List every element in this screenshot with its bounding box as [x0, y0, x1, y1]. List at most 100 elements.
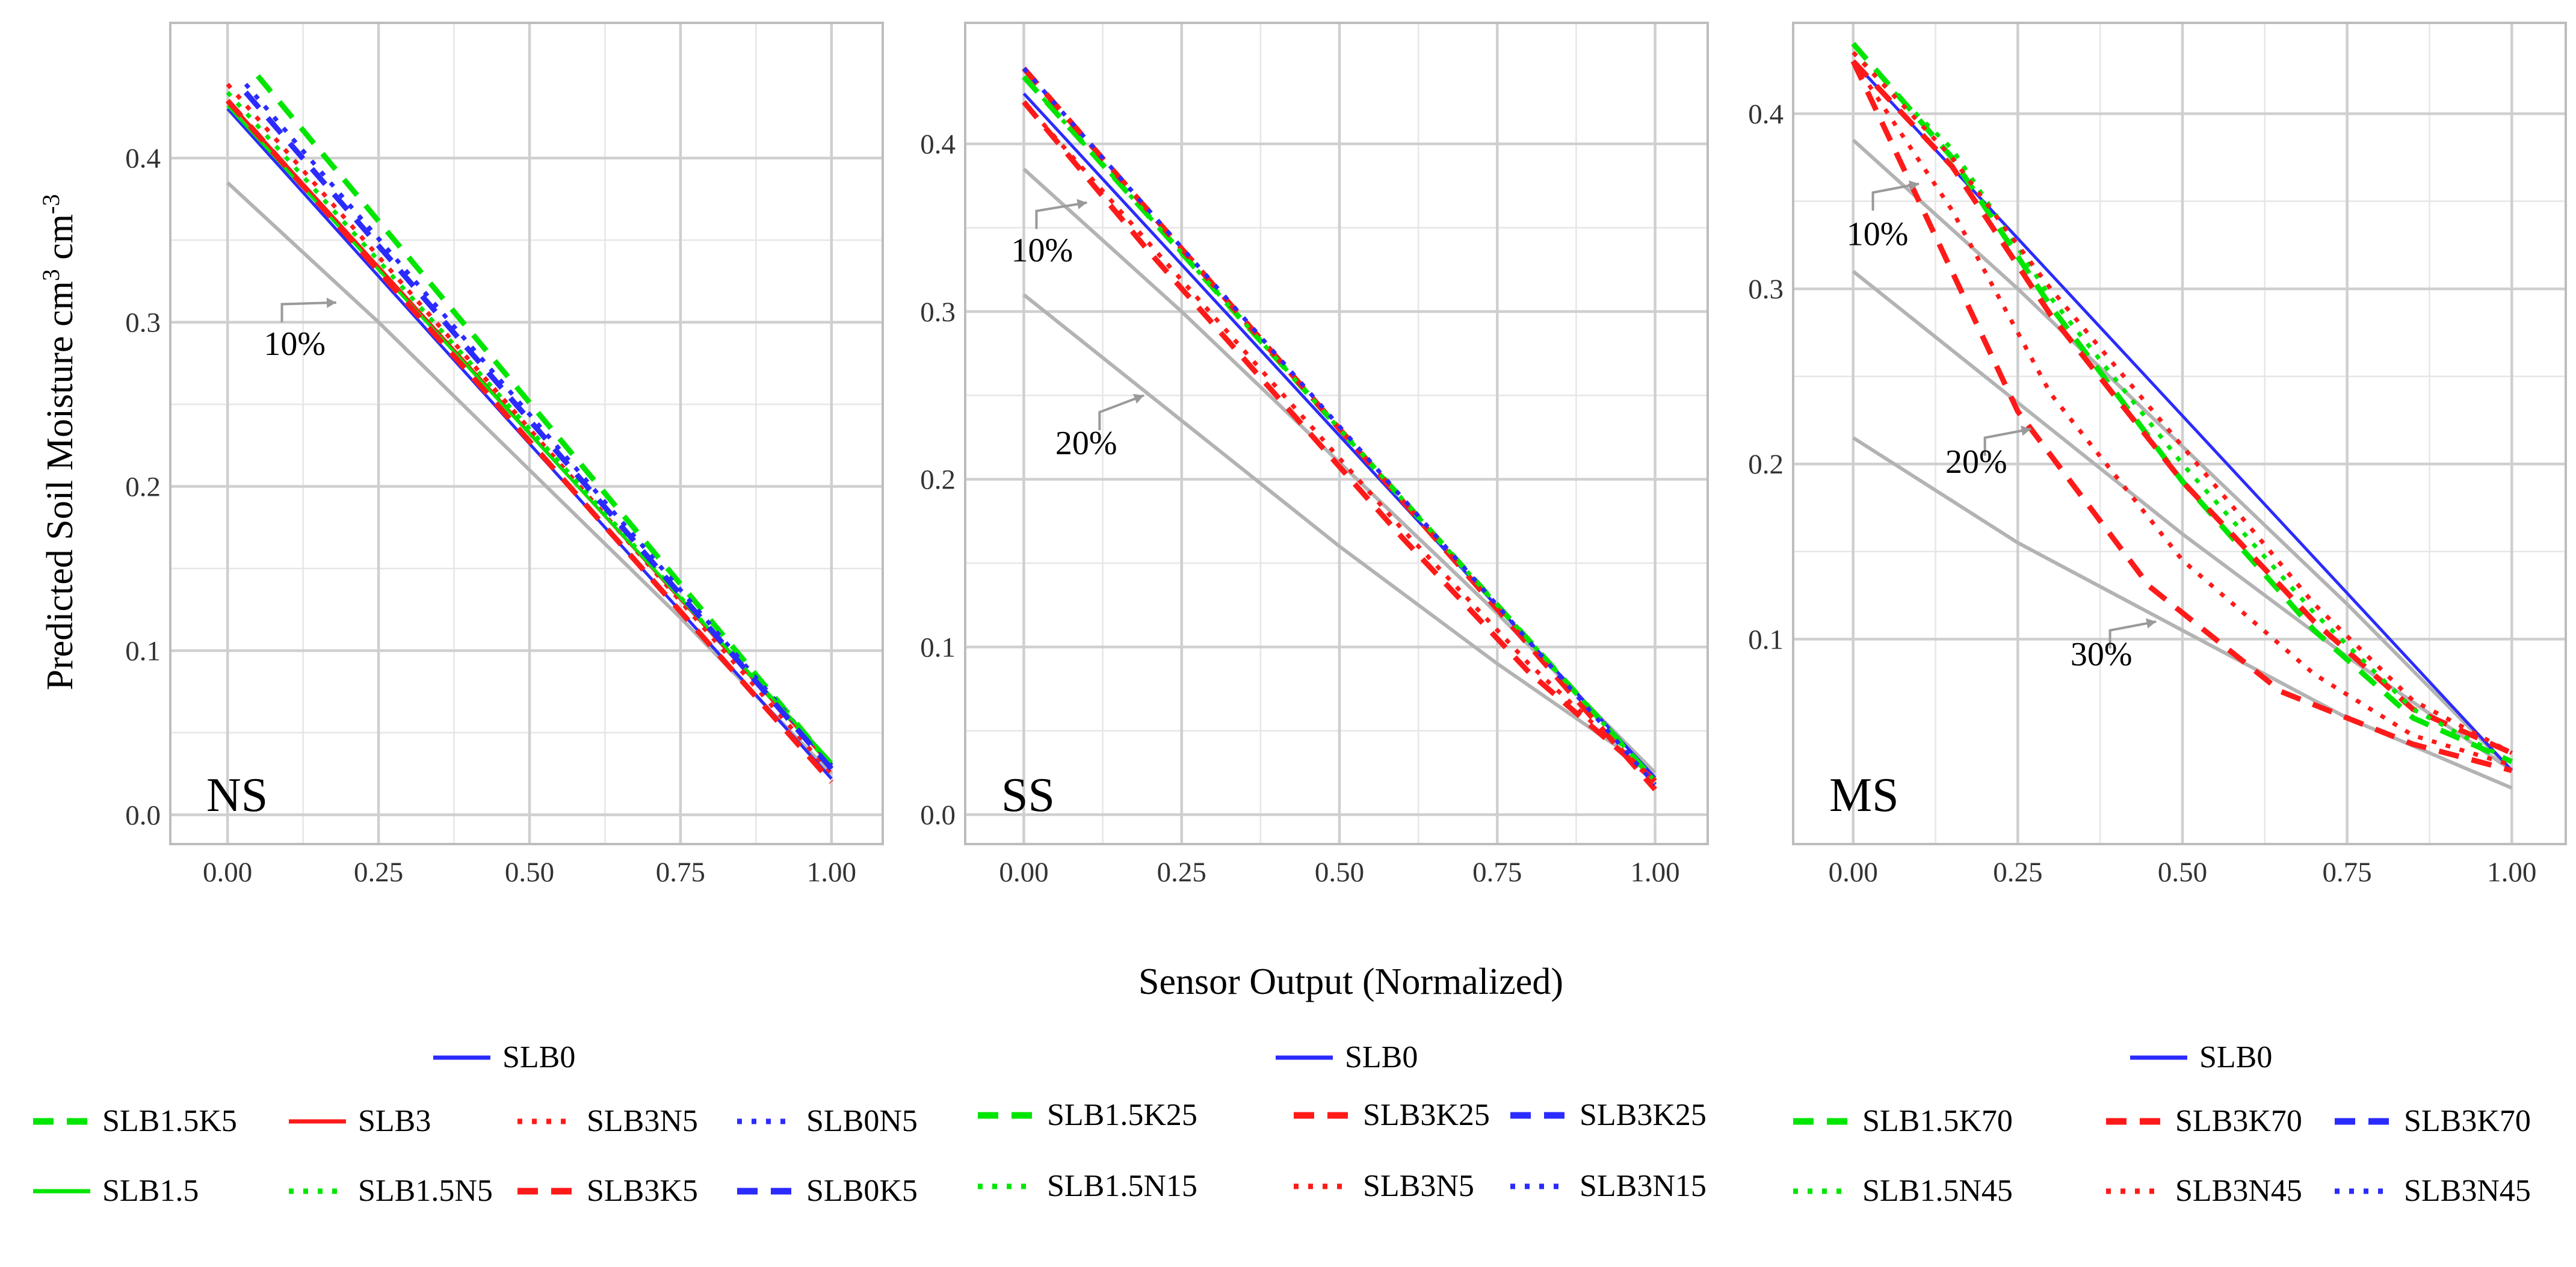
- y-axis-title: Predicted Soil Moisture cm3 cm-3: [37, 194, 81, 691]
- y-tick-label: 0.2: [920, 464, 956, 496]
- legend-item-slb1-5k5: SLB1.5K5: [33, 1104, 237, 1138]
- y-tick-label: 0.3: [1748, 274, 1784, 305]
- reference-line-20: [1852, 270, 2513, 772]
- legend-label: SLB0: [502, 1040, 575, 1074]
- y-tick-label: 0.3: [920, 297, 956, 328]
- x-tick-label: 0.00: [1829, 857, 1878, 888]
- series-line-slb1-5k70: [1851, 42, 2513, 765]
- x-tick-label: 0.00: [999, 857, 1048, 888]
- legend-label: SLB1.5K25: [1047, 1098, 1197, 1132]
- annotation-arrow: [1983, 425, 2031, 456]
- annotation-arrow: [1098, 393, 1144, 431]
- legend-label: SLB3N15: [1580, 1169, 1707, 1203]
- legend-item-slb1-5k70: SLB1.5K70: [1793, 1104, 2013, 1138]
- legend-item-slb1-5: SLB1.5: [33, 1174, 199, 1208]
- legend-label: SLB3K70: [2404, 1104, 2531, 1138]
- panel-label: NS: [206, 769, 268, 822]
- legend-item-slb3k70: SLB3K70: [2335, 1104, 2531, 1138]
- reference-line-20: [1022, 293, 1657, 774]
- x-tick-label: 0.50: [1315, 857, 1364, 888]
- x-tick-label: 0.50: [505, 857, 554, 888]
- reference-line-10: [1852, 138, 2513, 772]
- legend-label: SLB3K5: [587, 1174, 698, 1208]
- y-axis-title-superscript: -3: [37, 194, 64, 214]
- series-line-slb3k5: [225, 99, 834, 784]
- legend-item-slb3n45: SLB3N45: [2106, 1174, 2302, 1208]
- legend-item-slb0: SLB0: [1276, 1040, 1418, 1074]
- series-line-slb0n5: [244, 82, 833, 767]
- panel-label: MS: [1829, 769, 1899, 822]
- series-line-slb1-5k5: [255, 74, 834, 768]
- legend-group-ss: SLB0 SLB1.5K25 SLB3K25 SLB3K25 SLB1.5N15 SLB3…: [978, 1040, 1707, 1203]
- y-axis-title-part: Predicted Soil Moisture cm: [40, 281, 81, 690]
- legend-item-slb0n5: SLB0N5: [737, 1104, 918, 1138]
- legend-label: SLB3K25: [1363, 1098, 1490, 1132]
- series-line-slb0: [1852, 60, 2513, 772]
- panel-label: SS: [1001, 769, 1055, 822]
- x-tick-label: 0.75: [2323, 857, 2372, 888]
- panel-frame: [1792, 22, 2567, 845]
- legend-label: SLB1.5K5: [102, 1104, 237, 1138]
- legend-label: SLB3N5: [1363, 1169, 1474, 1203]
- y-axis-title-part: cm: [40, 214, 81, 269]
- legend-group-ns: SLB0 SLB1.5K5 SLB3 SLB3N5 SLB0N5 SLB1.5 SLB1.5…: [33, 1040, 918, 1208]
- x-tick-label: 0.00: [203, 857, 252, 888]
- series-line-slb3k70: [1850, 60, 2513, 774]
- arrow-shaft: [1035, 201, 1087, 229]
- arrow-shaft: [1871, 182, 1920, 211]
- y-tick-label: 0.3: [125, 307, 161, 339]
- series-line-slb0k5: [243, 90, 834, 771]
- legend-label: SLB1.5: [102, 1174, 199, 1208]
- legend-item-slb0k5: SLB0K5: [737, 1174, 918, 1208]
- legend-label: SLB3N5: [587, 1104, 698, 1138]
- panels: 0.00 0.25 0.50 0.75 1.00 0.0 0.1 0.2 0.3 0.4 10% NS…: [125, 22, 2567, 888]
- y-tick-label: 0.0: [920, 800, 956, 831]
- legend-label: SLB0K5: [806, 1174, 918, 1208]
- legend-item-slb3n5: SLB3N5: [517, 1104, 698, 1138]
- series-line-slb3n5: [1022, 100, 1657, 783]
- legend-label: SLB3N45: [2175, 1174, 2302, 1208]
- y-tick-label: 0.1: [125, 635, 161, 667]
- series-line-slb3n15: [1022, 67, 1657, 786]
- y-tick-label: 0.2: [125, 472, 161, 503]
- annotation-arrow: [280, 297, 336, 322]
- y-tick-label: 0.1: [920, 632, 956, 663]
- reference-line-30: [1852, 436, 2513, 790]
- legend-item-slb0: SLB0: [2130, 1040, 2272, 1074]
- panel-ms: 0.00 0.25 0.50 0.75 1.00 0.1 0.2 0.3 0.4 10% 20% 30…: [1748, 22, 2567, 888]
- panel-frame: [169, 22, 884, 845]
- y-tick-label: 0.4: [920, 129, 956, 160]
- panel-frame: [964, 22, 1709, 845]
- x-tick-label: 1.00: [2487, 857, 2536, 888]
- legend-label: SLB3K70: [2175, 1104, 2302, 1138]
- x-tick-label: 0.25: [1157, 857, 1206, 888]
- legend-label: SLB1.5N5: [358, 1174, 493, 1208]
- arrow-shaft: [1983, 428, 2031, 456]
- legend-item-slb3k25: SLB3K25: [1510, 1098, 1707, 1132]
- x-tick-label: 1.00: [1630, 857, 1679, 888]
- y-tick-label: 0.4: [125, 143, 161, 174]
- legend-item-slb3n15: SLB3N15: [1510, 1169, 1707, 1203]
- annotation-label: 30%: [2071, 636, 2133, 673]
- legend-item-slb1-5n15: SLB1.5N15: [978, 1169, 1197, 1203]
- annotation-label: 10%: [1011, 232, 1073, 269]
- legend-label: SLB3: [358, 1104, 431, 1138]
- y-tick-label: 0.2: [1748, 449, 1784, 480]
- x-tick-label: 0.25: [354, 857, 403, 888]
- legend-label: SLB1.5K70: [1862, 1104, 2013, 1138]
- annotation-label: 20%: [1055, 425, 1117, 462]
- arrow-head: [2021, 425, 2031, 436]
- annotation-arrow: [1871, 180, 1920, 211]
- arrow-shaft: [280, 301, 336, 322]
- arrow-head: [1132, 393, 1144, 404]
- annotation-arrow: [2108, 618, 2157, 649]
- annotation-label: 10%: [1847, 215, 1909, 253]
- y-tick-label: 0.0: [125, 800, 161, 831]
- x-tick-label: 0.50: [2158, 857, 2207, 888]
- legend-item-slb3: SLB3: [289, 1104, 431, 1138]
- legend-item-slb1-5n45: SLB1.5N45: [1793, 1174, 2013, 1208]
- panel-background: [1793, 23, 2566, 844]
- legend-group-ms: SLB0 SLB1.5K70 SLB3K70 SLB3K70 SLB1.5N45 SLB3…: [1793, 1040, 2531, 1208]
- x-tick-label: 1.00: [807, 857, 856, 888]
